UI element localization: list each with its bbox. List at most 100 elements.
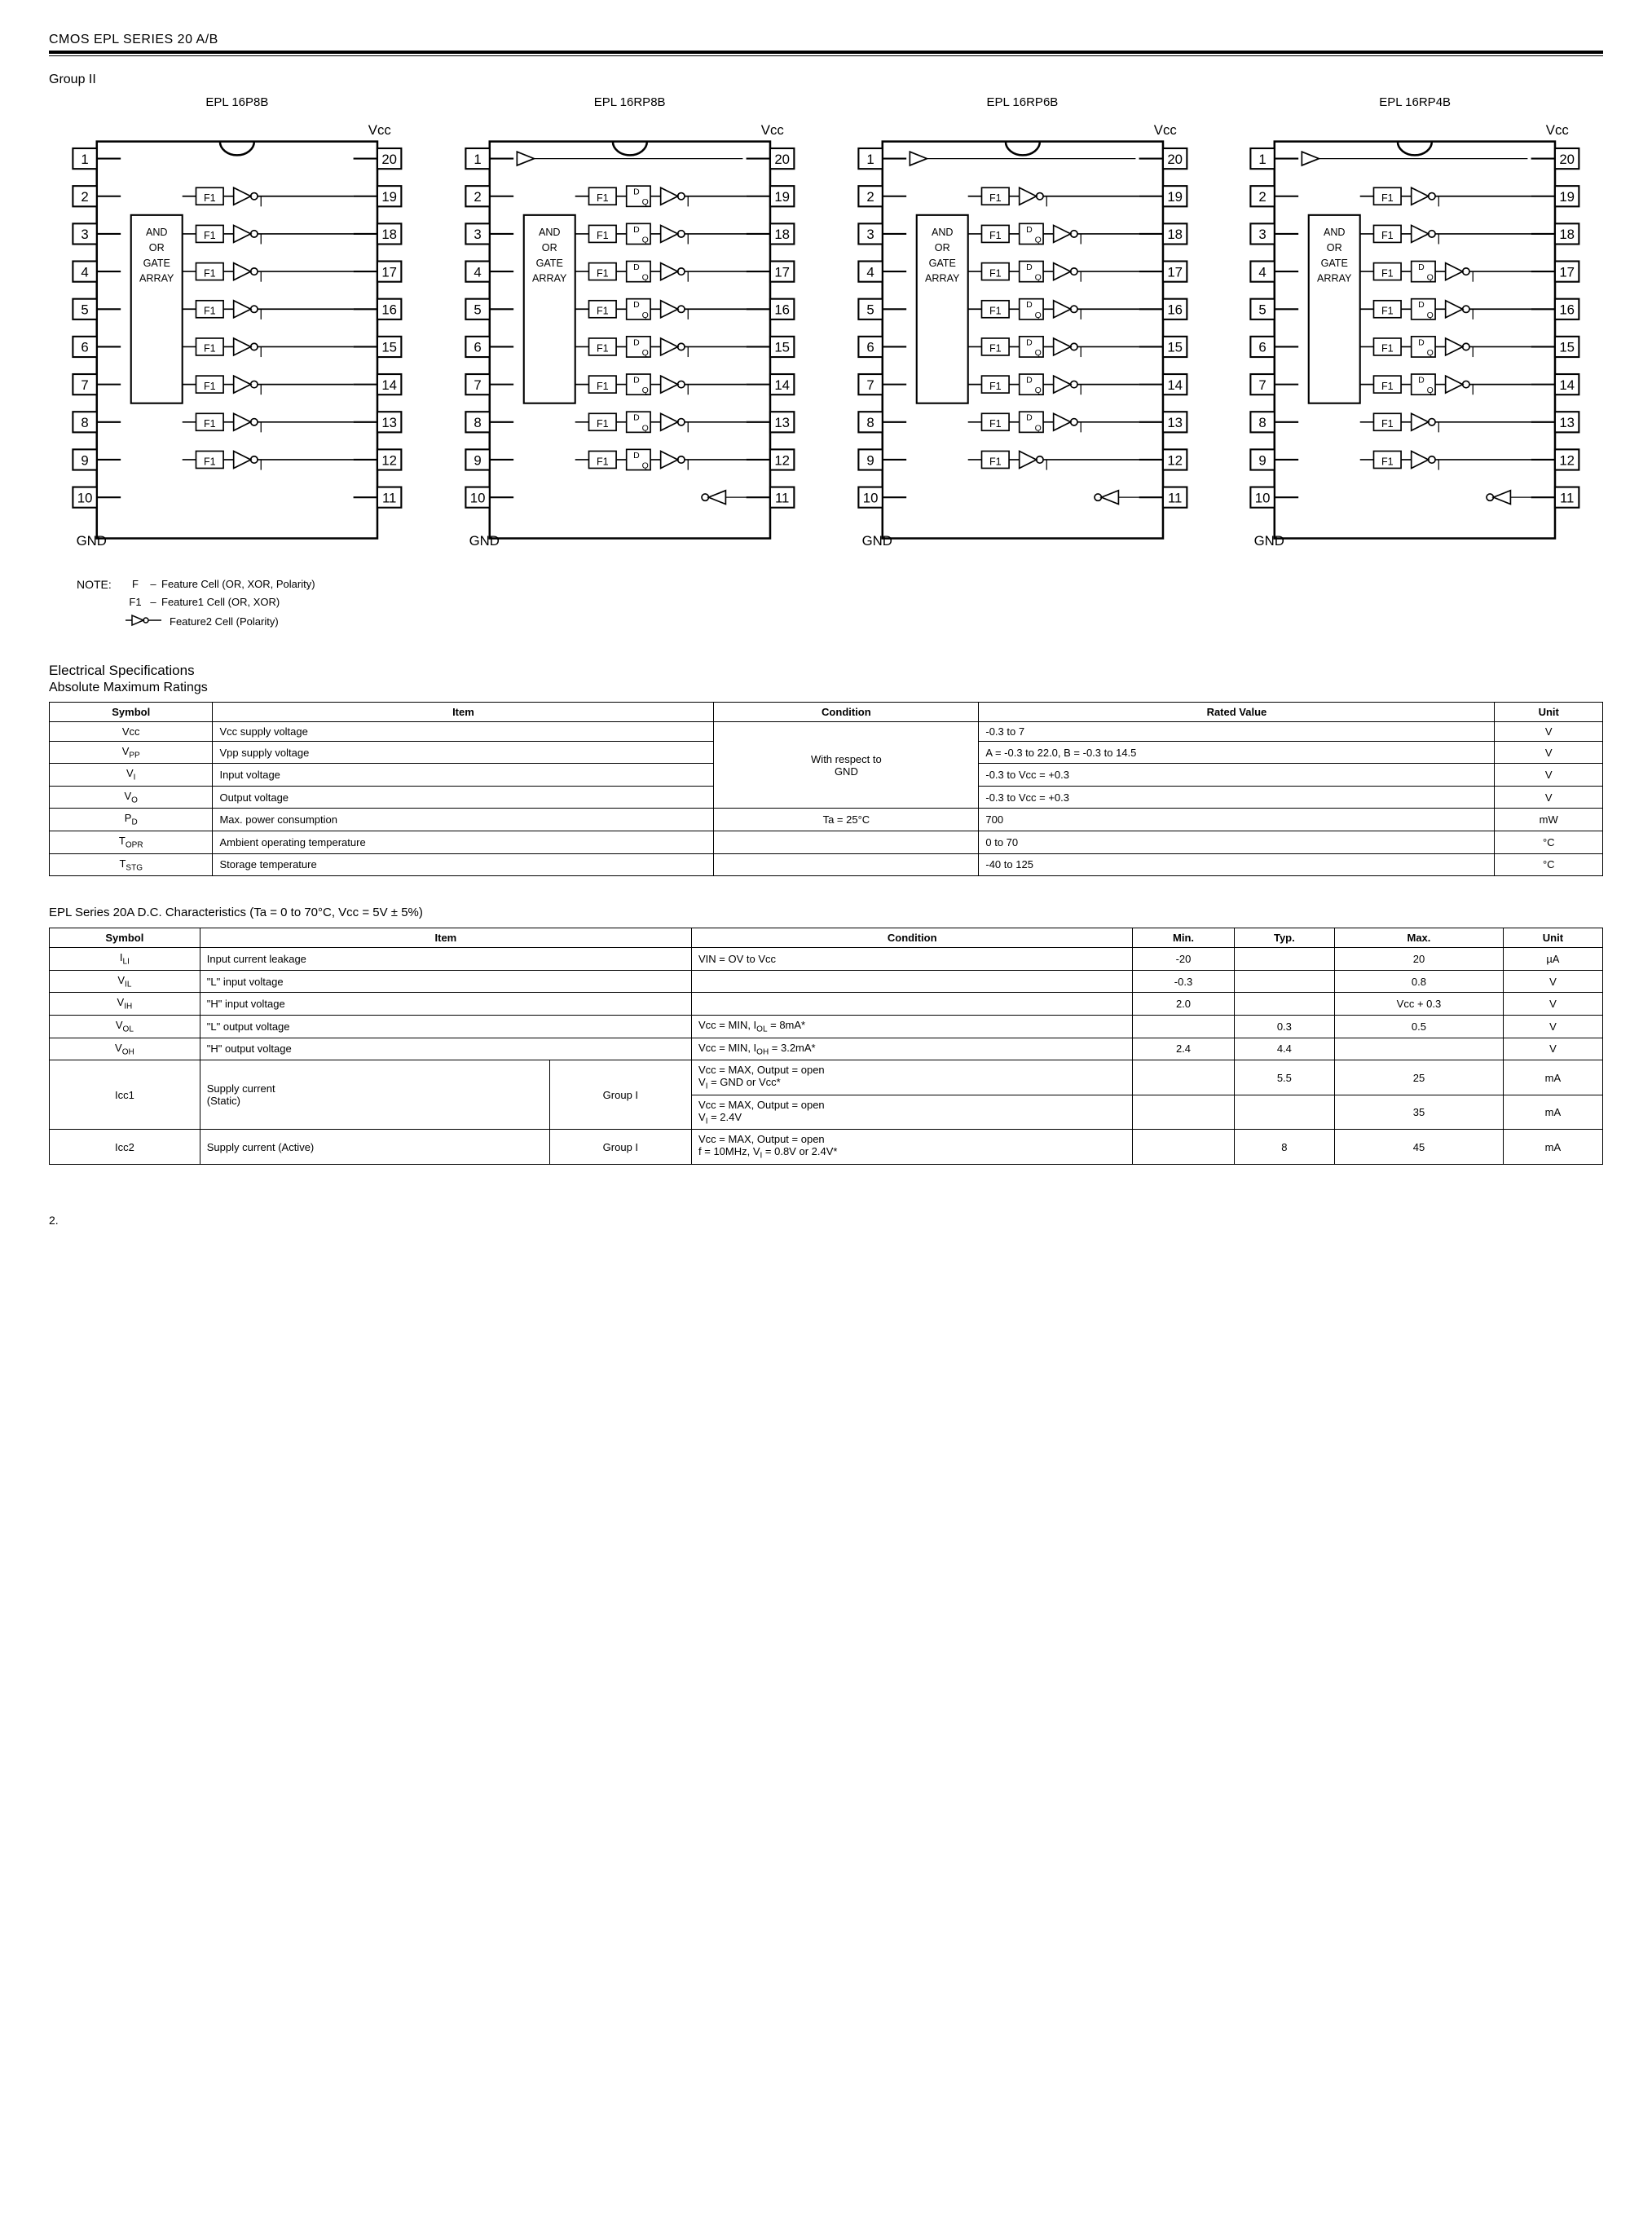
svg-text:F1: F1 — [204, 192, 216, 204]
cell-min: 2.0 — [1133, 993, 1234, 1016]
svg-text:Q: Q — [641, 236, 648, 245]
header-rule-thick — [49, 51, 1603, 54]
page-number: 2. — [49, 1214, 1603, 1227]
cell-symbol: Icc2 — [50, 1130, 200, 1165]
table-row: VOH"H" output voltageVcc = MIN, IOH = 3.… — [50, 1038, 1603, 1060]
page-header: CMOS EPL SERIES 20 A/B — [49, 33, 1603, 47]
svg-text:8: 8 — [866, 415, 874, 430]
svg-text:ARRAY: ARRAY — [139, 273, 174, 284]
note-label: NOTE: — [77, 578, 126, 591]
svg-text:18: 18 — [381, 227, 397, 242]
cell-max — [1335, 1038, 1504, 1060]
svg-text:D: D — [633, 263, 640, 272]
table-header: Item — [200, 928, 691, 948]
cell-typ: 4.4 — [1234, 1038, 1335, 1060]
cell-condition — [714, 831, 979, 854]
svg-text:Vcc: Vcc — [1153, 122, 1176, 138]
svg-text:GATE: GATE — [535, 258, 562, 269]
svg-text:12: 12 — [774, 452, 790, 468]
cell-min — [1133, 1016, 1234, 1038]
cell-unit: °C — [1495, 831, 1603, 854]
svg-text:17: 17 — [1167, 264, 1183, 280]
note-sym-f: F — [126, 578, 145, 590]
svg-text:Q: Q — [641, 386, 648, 395]
table-row: TOPRAmbient operating temperature0 to 70… — [50, 831, 1603, 854]
dc-char-table: SymbolItemConditionMin.Typ.Max.UnitILIIn… — [49, 928, 1603, 1165]
svg-text:D: D — [1418, 338, 1425, 347]
note-dash-1: – — [145, 596, 161, 608]
svg-text:F1: F1 — [989, 192, 1001, 204]
svg-text:6: 6 — [1259, 340, 1267, 355]
svg-text:GATE: GATE — [143, 258, 170, 269]
svg-text:D: D — [1418, 377, 1425, 386]
svg-text:F1: F1 — [1381, 343, 1394, 355]
svg-text:3: 3 — [1259, 227, 1267, 242]
cell-value: A = -0.3 to 22.0, B = -0.3 to 14.5 — [979, 741, 1495, 764]
svg-text:GATE: GATE — [928, 258, 955, 269]
svg-text:1: 1 — [1259, 152, 1267, 167]
svg-text:GND: GND — [861, 533, 892, 549]
table-row: VccVcc supply voltageWith respect toGND-… — [50, 721, 1603, 741]
svg-text:F1: F1 — [989, 267, 1001, 279]
svg-text:14: 14 — [774, 377, 790, 393]
svg-text:9: 9 — [866, 452, 874, 468]
cell-item: Ambient operating temperature — [213, 831, 714, 854]
svg-text:D: D — [1026, 338, 1033, 347]
svg-text:OR: OR — [1327, 242, 1342, 253]
cell-symbol: TOPR — [50, 831, 213, 854]
cell-min: -20 — [1133, 948, 1234, 971]
group-title: Group II — [49, 73, 1603, 87]
svg-text:19: 19 — [381, 189, 397, 205]
note-text-0: Feature Cell (OR, XOR, Polarity) — [161, 578, 315, 590]
svg-text:D: D — [633, 301, 640, 310]
svg-text:AND: AND — [1324, 227, 1346, 238]
svg-text:F1: F1 — [1381, 456, 1394, 467]
svg-text:18: 18 — [774, 227, 790, 242]
abs-max-ratings-table: SymbolItemConditionRated ValueUnitVccVcc… — [49, 702, 1603, 877]
table-row: Icc2Supply current (Active)Group IVcc = … — [50, 1130, 1603, 1165]
svg-text:Q: Q — [641, 311, 648, 320]
cell-symbol: TSTG — [50, 853, 213, 876]
cell-unit: V — [1495, 741, 1603, 764]
svg-text:F1: F1 — [597, 230, 609, 241]
svg-text:D: D — [1026, 263, 1033, 272]
svg-text:F1: F1 — [1381, 192, 1394, 204]
svg-text:Q: Q — [1034, 349, 1041, 358]
note-text-2: Feature2 Cell (Polarity) — [170, 615, 279, 628]
cell-unit: V — [1495, 786, 1603, 809]
svg-text:D: D — [1026, 226, 1033, 235]
svg-text:D: D — [633, 452, 640, 461]
svg-text:10: 10 — [77, 490, 93, 505]
cell-condition: Vcc = MAX, Output = openVI = 2.4V — [692, 1095, 1133, 1130]
svg-text:6: 6 — [81, 340, 88, 355]
svg-text:Q: Q — [641, 461, 648, 470]
svg-text:4: 4 — [474, 264, 481, 280]
svg-text:F1: F1 — [1381, 306, 1394, 317]
cell-item: "H" output voltage — [200, 1038, 691, 1060]
chip-title: EPL 16P8B — [49, 95, 425, 109]
svg-text:1: 1 — [474, 152, 481, 167]
table-row: TSTGStorage temperature-40 to 125°C — [50, 853, 1603, 876]
svg-text:D: D — [633, 414, 640, 423]
svg-text:15: 15 — [774, 340, 790, 355]
svg-text:4: 4 — [1259, 264, 1267, 280]
cell-min: 2.4 — [1133, 1038, 1234, 1060]
svg-text:17: 17 — [774, 264, 790, 280]
dc-char-title: EPL Series 20A D.C. Characteristics (Ta … — [49, 906, 1603, 919]
svg-text:15: 15 — [1167, 340, 1183, 355]
svg-text:8: 8 — [81, 415, 88, 430]
svg-text:4: 4 — [81, 264, 88, 280]
svg-text:5: 5 — [866, 302, 874, 318]
svg-text:2: 2 — [81, 189, 88, 205]
svg-text:2: 2 — [866, 189, 874, 205]
svg-text:ARRAY: ARRAY — [532, 273, 567, 284]
svg-text:16: 16 — [774, 302, 790, 318]
svg-text:F1: F1 — [597, 456, 609, 467]
cell-unit: mW — [1495, 809, 1603, 831]
table-header: Unit — [1495, 702, 1603, 721]
svg-text:12: 12 — [381, 452, 397, 468]
cell-unit: V — [1503, 970, 1602, 993]
svg-text:12: 12 — [1560, 452, 1575, 468]
table-header: Condition — [714, 702, 979, 721]
cell-typ — [1234, 948, 1335, 971]
